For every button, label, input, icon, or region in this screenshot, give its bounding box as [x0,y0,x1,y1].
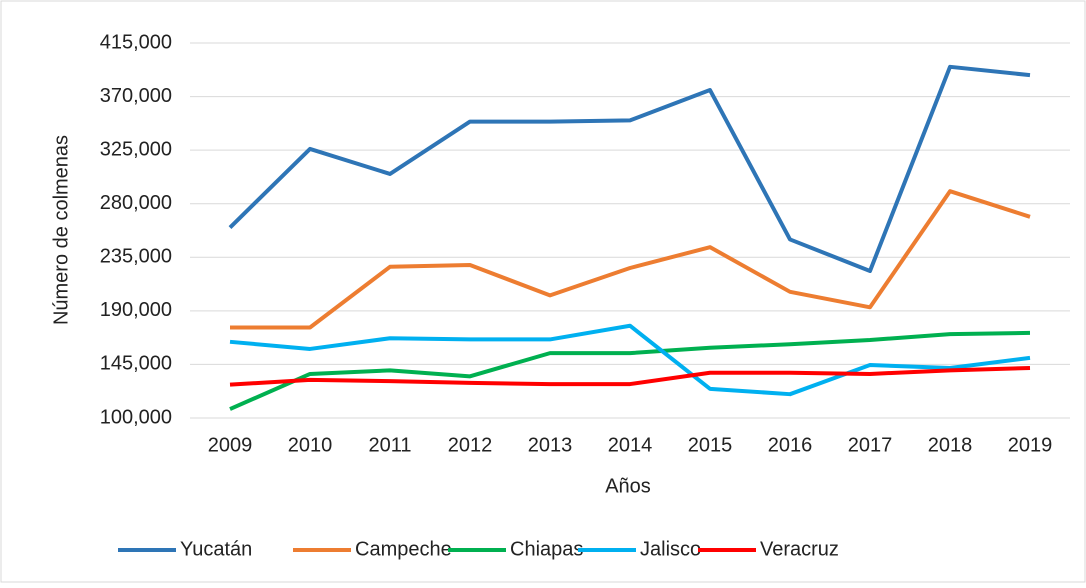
y-tick-label: 415,000 [100,31,172,53]
x-tick-label: 2019 [1008,434,1053,456]
y-tick-label: 325,000 [100,138,172,160]
legend-label: Campeche [355,538,452,560]
x-tick-label: 2009 [208,434,253,456]
x-tick-label: 2015 [688,434,733,456]
y-tick-label: 100,000 [100,406,172,428]
x-tick-label: 2013 [528,434,573,456]
x-tick-label: 2017 [848,434,893,456]
y-tick-label: 235,000 [100,246,172,268]
y-tick-label: 145,000 [100,353,172,375]
legend-label: Yucatán [180,538,252,560]
x-tick-label: 2010 [288,434,333,456]
y-tick-label: 370,000 [100,85,172,107]
x-tick-label: 2014 [608,434,653,456]
legend-label: Chiapas [510,538,583,560]
x-tick-label: 2018 [928,434,973,456]
data-line [228,64,1031,273]
data-line [229,330,1031,411]
legend-label: Jalisco [640,538,701,560]
x-axis-label: Años [605,475,651,497]
data-line [229,323,1031,397]
x-tick-label: 2016 [768,434,813,456]
legend-label: Veracruz [760,538,839,560]
data-line [230,189,1031,330]
y-axis-label: Número de colmenas [50,135,72,325]
y-tick-label: 280,000 [100,192,172,214]
data-line [229,366,1031,387]
x-tick-label: 2011 [368,434,411,456]
y-tick-label: 190,000 [100,299,172,321]
x-tick-label: 2012 [448,434,493,456]
